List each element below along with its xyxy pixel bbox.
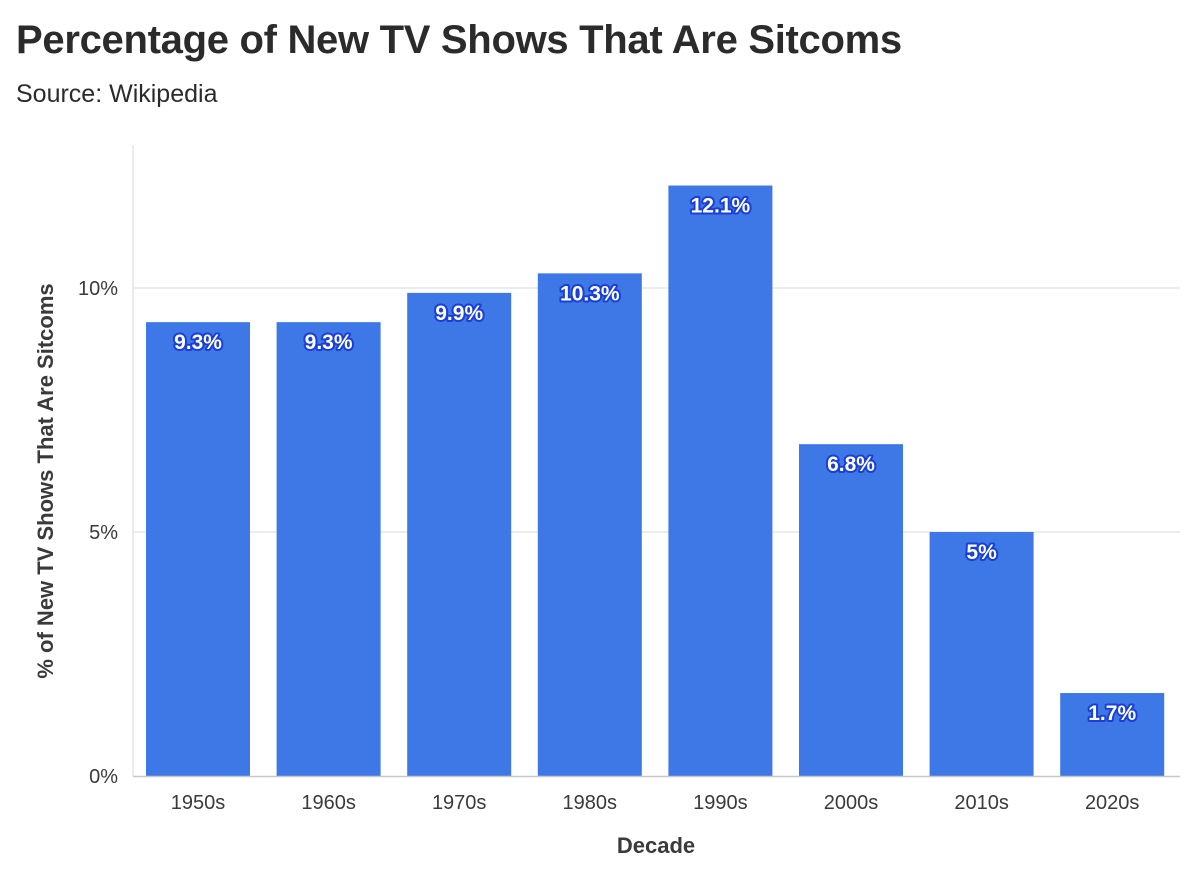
bar-1960s bbox=[276, 322, 381, 776]
bar-data-label: 6.8% bbox=[827, 453, 875, 476]
bar-2010s bbox=[929, 532, 1034, 776]
bar-data-label: 9.3% bbox=[174, 331, 222, 354]
bar-1980s bbox=[537, 273, 642, 776]
bar-data-label: 1.7% bbox=[1088, 702, 1136, 725]
x-tick-label: 1950s bbox=[171, 792, 226, 814]
y-tick-label: 5% bbox=[89, 522, 118, 544]
bar-data-label: 10.3% bbox=[560, 282, 620, 305]
bar-1990s bbox=[668, 185, 773, 776]
bar-2020s bbox=[1060, 693, 1165, 776]
bar-2000s bbox=[799, 444, 903, 776]
bar-data-label: 5% bbox=[966, 541, 997, 564]
bar-data-label: 9.9% bbox=[435, 302, 483, 325]
bar-data-label: 9.3% bbox=[305, 331, 353, 354]
bar-1950s bbox=[146, 322, 250, 776]
x-tick-label: 1980s bbox=[563, 792, 618, 814]
x-tick-label: 2020s bbox=[1085, 792, 1140, 814]
y-tick-label: 10% bbox=[78, 278, 118, 300]
x-tick-label: 1960s bbox=[301, 792, 356, 814]
bar-1970s bbox=[407, 292, 512, 776]
y-axis-title: % of New TV Shows That Are Sitcoms bbox=[33, 283, 58, 678]
y-tick-label: 0% bbox=[89, 766, 118, 788]
x-tick-label: 1990s bbox=[693, 792, 748, 814]
x-tick-label: 2010s bbox=[954, 792, 1009, 814]
chart-title: Percentage of New TV Shows That Are Sitc… bbox=[16, 18, 902, 62]
x-tick-label: 2000s bbox=[824, 792, 879, 814]
x-axis-title: Decade bbox=[617, 833, 695, 858]
x-tick-label: 1970s bbox=[432, 792, 487, 814]
bar-data-label: 12.1% bbox=[691, 195, 751, 218]
chart-subtitle: Source: Wikipedia bbox=[16, 80, 218, 108]
